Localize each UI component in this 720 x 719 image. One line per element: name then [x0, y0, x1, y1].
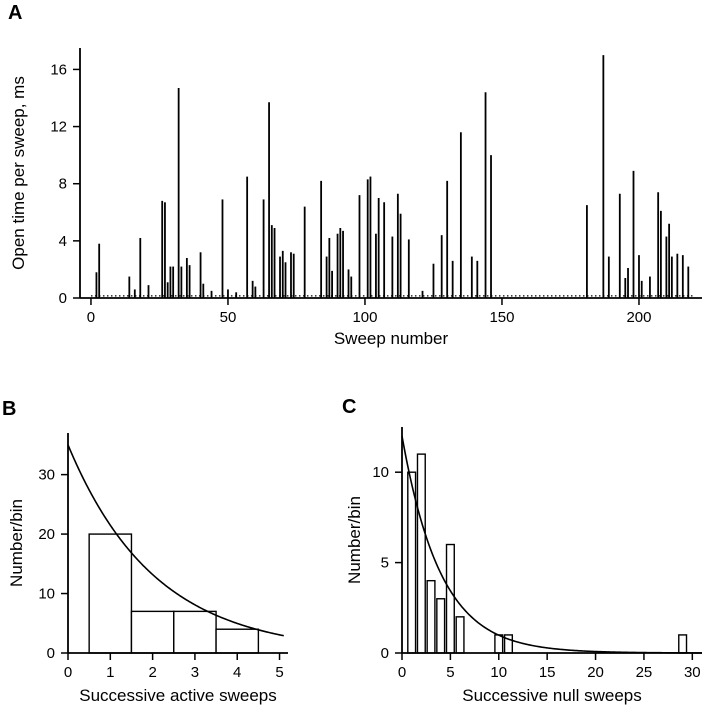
svg-text:Sweep number: Sweep number: [334, 329, 449, 348]
svg-text:20: 20: [38, 526, 55, 543]
svg-text:1: 1: [106, 664, 114, 681]
svg-text:Successive null sweeps: Successive null sweeps: [462, 686, 642, 705]
svg-text:16: 16: [50, 61, 67, 78]
svg-text:8: 8: [59, 176, 67, 193]
svg-text:0: 0: [87, 309, 95, 326]
panel-c-chart: 0 5 10 15 20 25 30 0 5 10 Successive null sweeps Nu…: [345, 427, 703, 705]
svg-text:3: 3: [191, 664, 199, 681]
panel-b-chart: 0 1 2 3 4 5 0 10 20 30 Successive active sweeps Num…: [7, 433, 288, 705]
svg-text:4: 4: [59, 233, 67, 250]
svg-text:20: 20: [587, 664, 604, 681]
svg-text:Open time per sweep, ms: Open time per sweep, ms: [9, 76, 28, 270]
svg-text:2: 2: [148, 664, 156, 681]
svg-text:0: 0: [381, 645, 389, 662]
svg-text:10: 10: [490, 664, 507, 681]
svg-text:0: 0: [64, 664, 72, 681]
svg-text:10: 10: [38, 586, 55, 603]
svg-text:25: 25: [636, 664, 653, 681]
svg-text:5: 5: [275, 664, 283, 681]
svg-text:0: 0: [59, 290, 67, 307]
svg-text:5: 5: [446, 664, 454, 681]
svg-text:12: 12: [50, 119, 67, 136]
svg-text:15: 15: [539, 664, 556, 681]
svg-text:200: 200: [626, 309, 651, 326]
panel-a-chart: 0 50 100 150 200 0 4 8 12 16 Sweep number Open time…: [9, 48, 702, 348]
svg-text:4: 4: [233, 664, 241, 681]
panel-c-label: C: [342, 396, 357, 418]
svg-text:0: 0: [47, 645, 55, 662]
svg-text:Successive active sweeps: Successive active sweeps: [79, 686, 276, 705]
svg-text:30: 30: [684, 664, 701, 681]
svg-text:30: 30: [38, 467, 55, 484]
svg-text:10: 10: [372, 464, 389, 481]
svg-text:Number/bin: Number/bin: [345, 496, 364, 584]
svg-text:5: 5: [381, 555, 389, 572]
panel-b-label: B: [2, 398, 17, 420]
svg-text:50: 50: [220, 309, 237, 326]
svg-text:0: 0: [398, 664, 406, 681]
svg-text:100: 100: [352, 309, 377, 326]
panel-a-label: A: [8, 2, 23, 24]
svg-text:150: 150: [489, 309, 514, 326]
svg-text:Number/bin: Number/bin: [7, 499, 26, 587]
